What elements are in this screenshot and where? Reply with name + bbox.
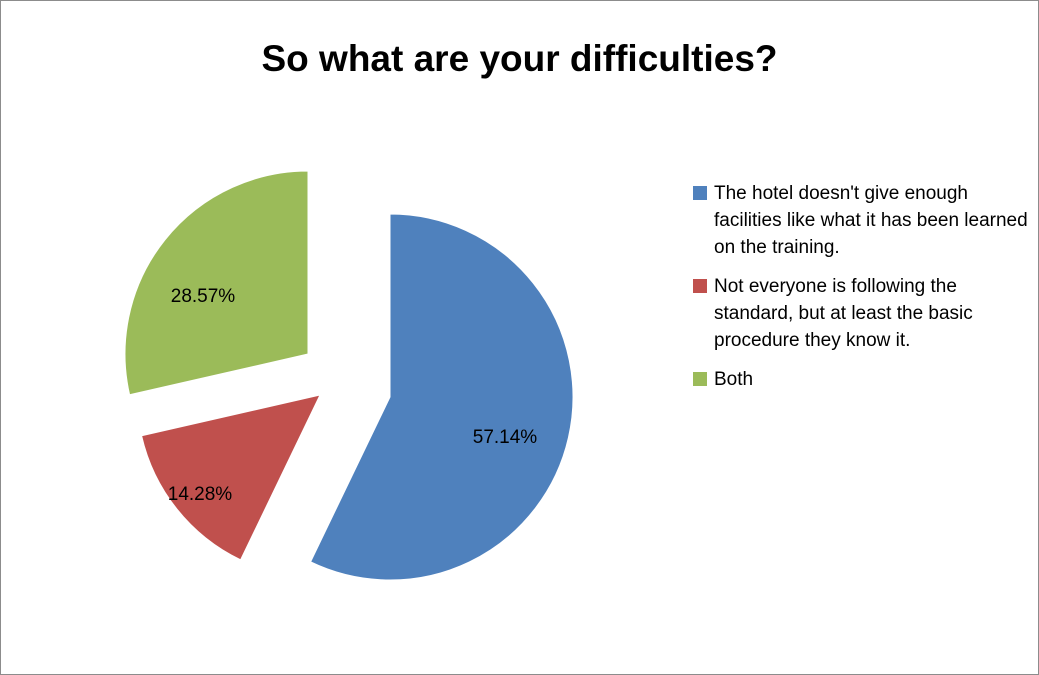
slice-data-label: 28.57%	[171, 286, 236, 307]
legend-item: Not everyone is following the standard, …	[693, 273, 1033, 354]
legend-item: The hotel doesn't give enough facilities…	[693, 180, 1033, 261]
legend-swatch	[693, 186, 707, 200]
slice-data-label: 14.28%	[168, 484, 233, 505]
pie-slice	[124, 170, 309, 396]
legend-label: Both	[714, 369, 754, 390]
slice-data-label: 57.14%	[473, 427, 538, 448]
pie-slice	[309, 213, 574, 581]
chart-title: So what are your difficulties?	[261, 38, 778, 79]
legend-label: The hotel doesn't give enough facilities…	[714, 183, 1028, 258]
legend: The hotel doesn't give enough facilities…	[693, 180, 1033, 405]
legend-swatch	[693, 372, 707, 386]
legend-item: Both	[693, 366, 1033, 393]
pie-slice	[140, 394, 321, 561]
legend-swatch	[693, 279, 707, 293]
legend-label: Not everyone is following the standard, …	[714, 276, 973, 351]
